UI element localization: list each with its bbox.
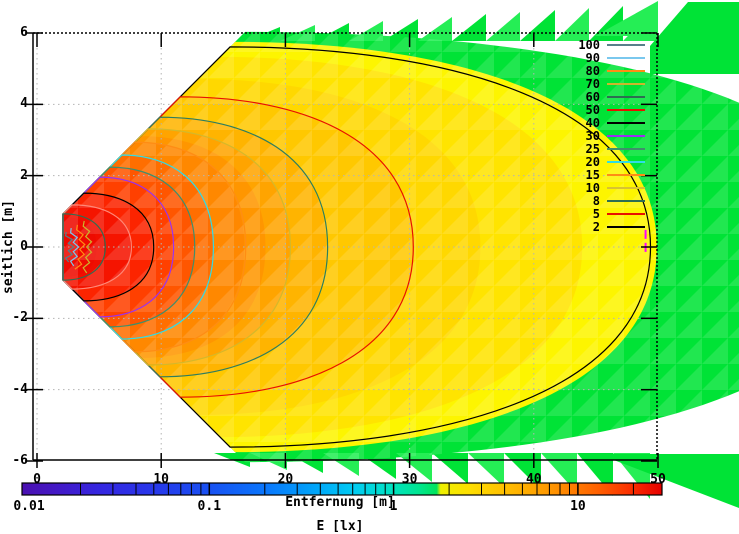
legend-label: 25 bbox=[585, 141, 600, 156]
contour-10lx bbox=[62, 128, 292, 366]
contour-8lx bbox=[62, 116, 329, 378]
y-tick-label: -4 bbox=[12, 381, 28, 397]
legend-label: 60 bbox=[585, 89, 600, 104]
legend-line-swatch bbox=[607, 173, 645, 176]
contour-90lx bbox=[69, 228, 80, 267]
contour-15lx bbox=[62, 141, 247, 353]
legend-entry: 2 bbox=[556, 219, 645, 234]
legend-entry: 20 bbox=[556, 154, 645, 169]
contour-100lx bbox=[64, 231, 75, 263]
x-tick-label: 50 bbox=[650, 472, 666, 487]
fence-top-spike bbox=[595, 1, 658, 36]
legend-label: 15 bbox=[585, 167, 600, 182]
fence-top bbox=[555, 8, 589, 41]
legend-label: 40 bbox=[585, 115, 600, 130]
legend-entry: 50 bbox=[556, 102, 645, 117]
legend-label: 2 bbox=[592, 219, 600, 234]
colorbar-title: E [lx] bbox=[316, 519, 364, 534]
legend-entry: 90 bbox=[556, 50, 645, 65]
y-tick-label: -2 bbox=[12, 310, 28, 326]
x-tick-label: 20 bbox=[277, 472, 294, 487]
x-tick-label: 40 bbox=[525, 472, 542, 487]
colorbar-tick-label: 1 bbox=[389, 499, 398, 514]
fence-bottom bbox=[432, 453, 468, 484]
fence-top bbox=[418, 17, 452, 41]
colorbar bbox=[22, 483, 662, 495]
legend-line-swatch bbox=[607, 160, 645, 163]
fence-bottom-right bbox=[598, 454, 739, 508]
fence-top-right bbox=[650, 2, 739, 74]
contour-20lx bbox=[62, 154, 215, 340]
contour-legend: 100 90 80 70 60 50 40 30 25 20 15 10 8 5 2 bbox=[556, 37, 645, 234]
sawtooth-texture bbox=[63, 31, 739, 463]
colorbar-tick-label: 10 bbox=[570, 499, 586, 514]
y-tick-label: 2 bbox=[20, 167, 28, 183]
colorbar-tick-label: 0.01 bbox=[13, 499, 45, 514]
y-axis-title: seitlich [m] bbox=[1, 200, 16, 294]
legend-line-swatch bbox=[607, 134, 645, 137]
legend-entry: 8 bbox=[556, 193, 645, 208]
legend-line-swatch bbox=[607, 121, 645, 124]
legend-line-swatch bbox=[607, 199, 645, 202]
contour-5lx bbox=[62, 96, 414, 398]
x-tick-label: 30 bbox=[401, 472, 418, 487]
legend-entry: 25 bbox=[556, 141, 645, 156]
legend-entry: 100 bbox=[556, 37, 645, 52]
legend-entry: 10 bbox=[556, 180, 645, 195]
legend-line-swatch bbox=[607, 82, 645, 85]
contour-25lx bbox=[62, 166, 196, 328]
legend-entry: 40 bbox=[556, 115, 645, 130]
legend-line-swatch bbox=[607, 225, 645, 228]
y-tick-label: 0 bbox=[20, 239, 28, 254]
contour-50lx bbox=[62, 204, 133, 290]
fence-bottom bbox=[504, 453, 541, 490]
y-tick-label: 6 bbox=[20, 24, 28, 40]
legend-line-swatch bbox=[607, 212, 645, 215]
legend-line-swatch bbox=[607, 56, 645, 59]
colorbar-tick-label: 0.1 bbox=[197, 499, 222, 514]
legend-entry: 5 bbox=[556, 206, 645, 221]
contour-40lx bbox=[62, 192, 155, 302]
y-tick-label: 4 bbox=[20, 96, 28, 112]
legend-label: 8 bbox=[592, 193, 600, 208]
legend-entry: 60 bbox=[556, 89, 645, 104]
legend-entry: 80 bbox=[556, 63, 645, 78]
legend-label: 80 bbox=[585, 63, 600, 78]
fence-top bbox=[452, 14, 486, 41]
contour-60lx bbox=[62, 213, 106, 281]
legend-label: 70 bbox=[585, 76, 600, 91]
x-tick-label: 10 bbox=[153, 472, 170, 487]
legend-line-swatch bbox=[607, 186, 645, 189]
contour-70lx bbox=[82, 220, 93, 274]
legend-label: 5 bbox=[592, 206, 600, 221]
legend-line-swatch bbox=[607, 147, 645, 150]
y-tick-label: -6 bbox=[12, 453, 28, 469]
legend-label: 90 bbox=[585, 50, 600, 65]
legend-entry: 70 bbox=[556, 76, 645, 91]
colorbar-border bbox=[21, 482, 663, 496]
contour-30lx bbox=[62, 176, 175, 318]
legend-label: 30 bbox=[585, 128, 600, 143]
x-tick-label: 0 bbox=[33, 472, 41, 487]
legend-label: 10 bbox=[585, 180, 600, 195]
legend-label: 50 bbox=[585, 102, 600, 117]
legend-label: 100 bbox=[578, 37, 600, 52]
legend-line-swatch bbox=[607, 108, 645, 111]
legend-line-swatch bbox=[607, 69, 645, 72]
legend-line-swatch bbox=[607, 43, 645, 46]
legend-entry: 15 bbox=[556, 167, 645, 182]
legend-line-swatch bbox=[607, 95, 645, 98]
contour-80lx bbox=[74, 224, 86, 270]
x-axis-title: Entfernung [m] bbox=[285, 495, 395, 510]
fence-top bbox=[486, 12, 520, 41]
legend-entry: 30 bbox=[556, 128, 645, 143]
fence-top bbox=[520, 10, 555, 41]
legend-label: 20 bbox=[585, 154, 600, 169]
fence-bottom bbox=[468, 453, 504, 487]
